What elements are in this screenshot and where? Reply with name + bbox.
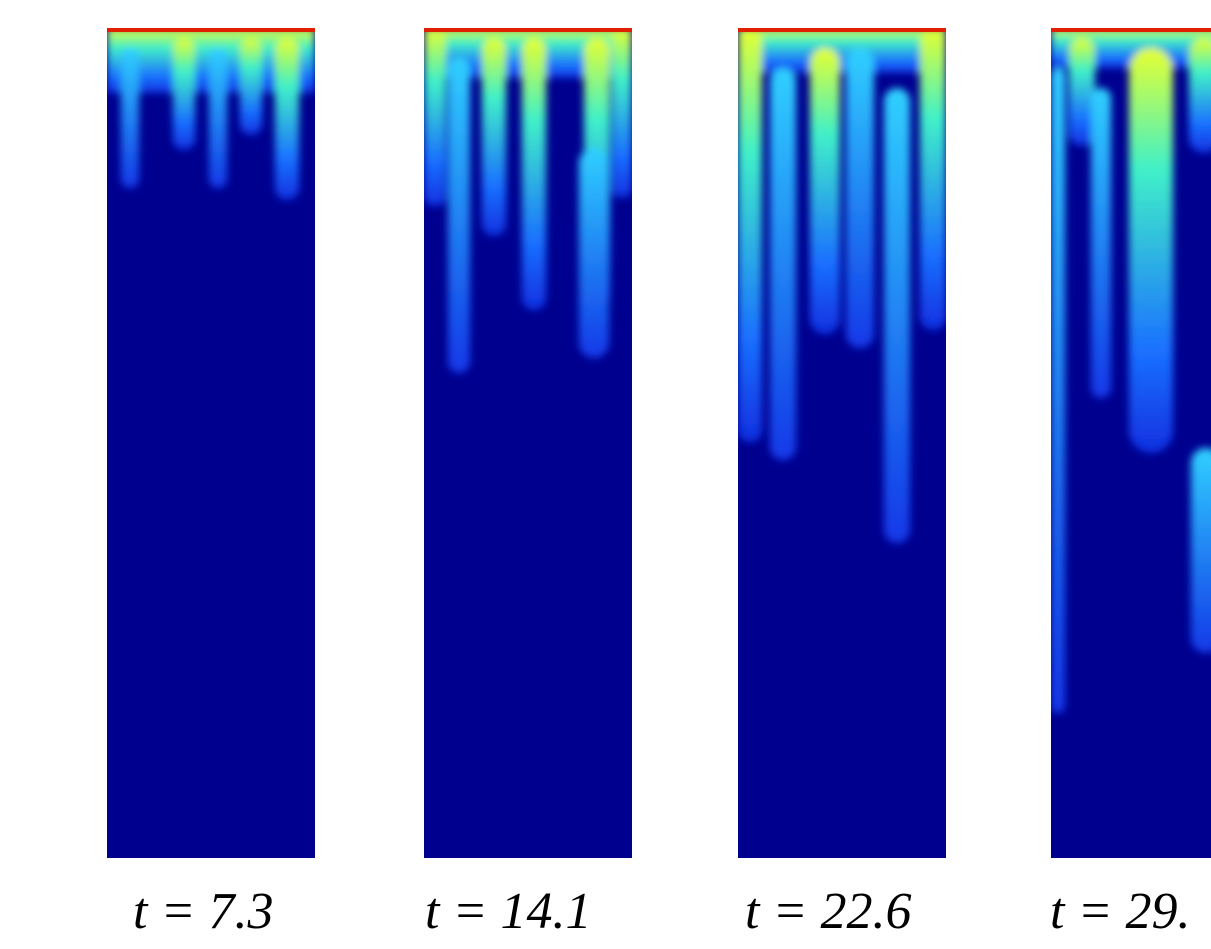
field: [738, 28, 946, 858]
plume: [738, 28, 762, 442]
plume: [482, 38, 506, 236]
plume: [612, 28, 632, 198]
plume: [1129, 48, 1173, 453]
top-edge: [1051, 28, 1211, 32]
plume: [240, 38, 262, 135]
panel: [738, 28, 946, 858]
plume: [810, 48, 840, 334]
plume: [522, 38, 546, 310]
panel: [424, 28, 632, 858]
plumes: [738, 28, 946, 543]
panel: [1051, 28, 1211, 858]
plumes: [107, 28, 315, 200]
time-label: t = 22.6: [745, 883, 912, 940]
plume: [1189, 38, 1211, 153]
top-edge: [424, 28, 632, 32]
plume: [173, 38, 195, 150]
top-edge: [107, 28, 315, 32]
plume: [920, 28, 946, 330]
plume: [884, 88, 910, 543]
time-label: t = 29.: [1050, 883, 1191, 940]
plume: [738, 28, 946, 73]
panel: [107, 28, 315, 858]
time-label: t = 7.3: [133, 883, 274, 940]
plume: [448, 58, 470, 373]
time-label: t = 14.1: [425, 883, 592, 940]
plume: [770, 68, 796, 460]
plume: [846, 48, 874, 348]
plume: [1069, 38, 1095, 146]
plumes: [424, 28, 632, 373]
top-edge: [738, 28, 946, 32]
plume: [275, 38, 299, 200]
plumes: [1051, 28, 1211, 713]
plume: [1191, 448, 1211, 653]
plume: [1051, 68, 1065, 713]
plume: [121, 48, 139, 188]
plume: [424, 28, 446, 206]
plume: [579, 148, 609, 358]
plume: [1091, 88, 1111, 398]
plume: [209, 48, 227, 188]
